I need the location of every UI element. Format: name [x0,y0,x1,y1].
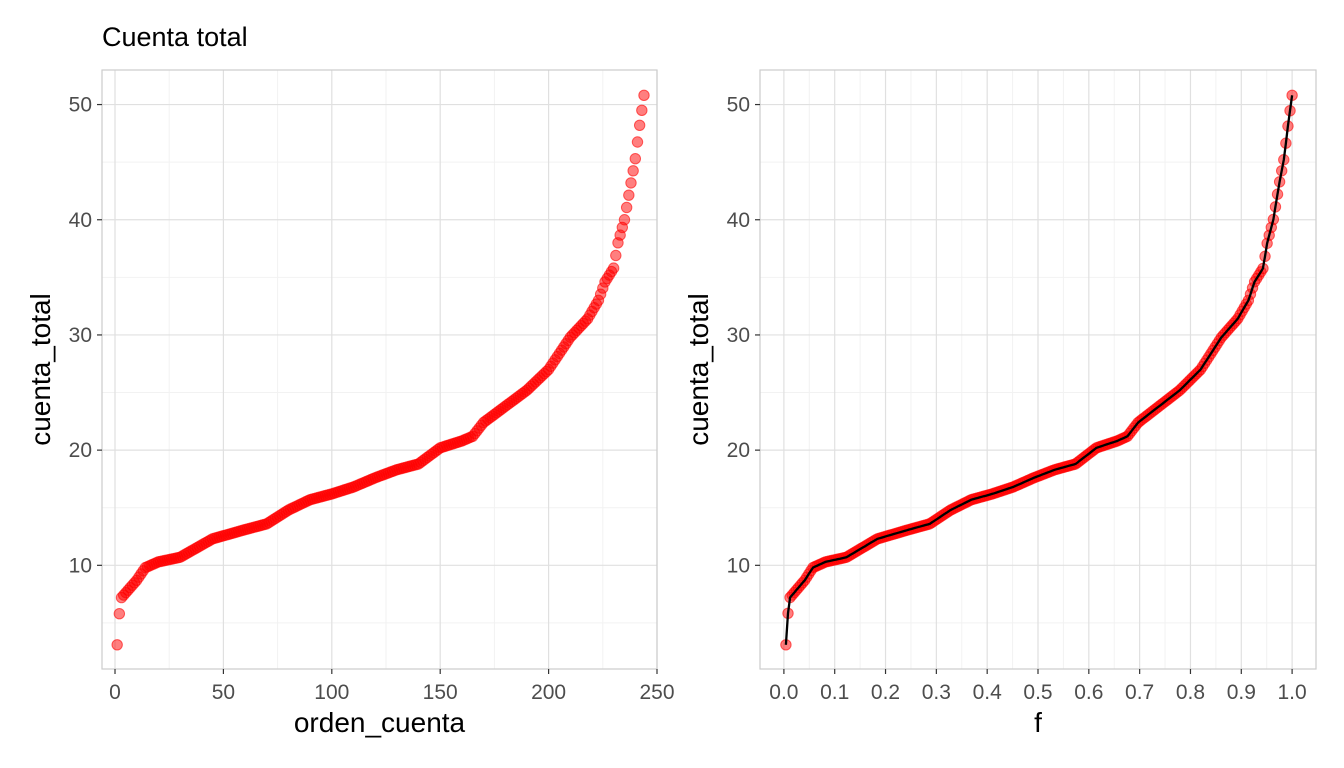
data-point [638,89,650,102]
data-point [625,177,637,189]
x-tick-label: 50 [212,681,235,704]
x-tick-label: 0.1 [820,681,849,704]
y-tick-label: 20 [727,439,750,462]
x-tick-label: 0.7 [1125,681,1154,704]
y-tick-label: 40 [69,209,92,232]
data-point [629,152,642,165]
y-tick-label: 40 [727,209,750,232]
series-line [784,95,1294,645]
x-tick-label: 0.8 [1176,681,1205,704]
x-tick-label: 100 [314,681,349,704]
data-point [627,165,639,177]
x-tick-label: 1.0 [1278,681,1307,704]
y-tick-label: 30 [69,324,92,347]
x-tick-label: 0 [109,681,121,704]
x-tick-label: 200 [531,681,566,704]
x-tick-label: 0.9 [1227,681,1256,704]
data-points [111,89,650,651]
y-axis-title: cuenta_total [683,293,714,446]
x-tick-label: 0.6 [1074,681,1103,704]
data-point [636,104,648,117]
x-tick-label: 0.4 [973,681,1003,704]
x-tick-label: 0.2 [871,681,900,704]
y-tick-label: 10 [69,554,92,577]
y-tick-label: 20 [69,439,92,462]
data-point [618,214,631,226]
y-tick-label: 10 [727,554,750,577]
panel-border [101,69,658,670]
y-tick-label: 30 [727,324,750,347]
data-point [113,608,126,620]
y-tick-label: 50 [69,94,92,117]
x-axis-title: orden_cuenta [294,707,466,738]
data-point [620,201,633,214]
panel-background [102,70,657,669]
right-panel: 0.0 0.1 0.2 0.3 0.4 0.5 0.6 0.7 0.8 0.9 1.0 10 20 30 4… [683,69,1317,738]
data-point [633,119,646,131]
y-axis-title: cuenta_total [25,293,56,446]
data-point [631,136,644,148]
x-axis-title: f [1034,707,1042,738]
x-tick-label: 0.0 [769,681,798,704]
y-tick-label: 50 [727,94,750,117]
plot-title: Cuenta total [102,22,248,52]
data-point [610,249,622,262]
x-tick-label: 0.3 [922,681,951,704]
data-point [623,189,635,201]
data-point [111,639,123,651]
x-tick-label: 250 [639,681,674,704]
data-point [607,262,620,274]
left-panel: 0 50 100 150 200 250 10 20 30 40 50 orden_cuenta cue… [25,69,675,738]
x-tick-label: 0.5 [1023,681,1052,704]
x-tick-label: 150 [423,681,458,704]
